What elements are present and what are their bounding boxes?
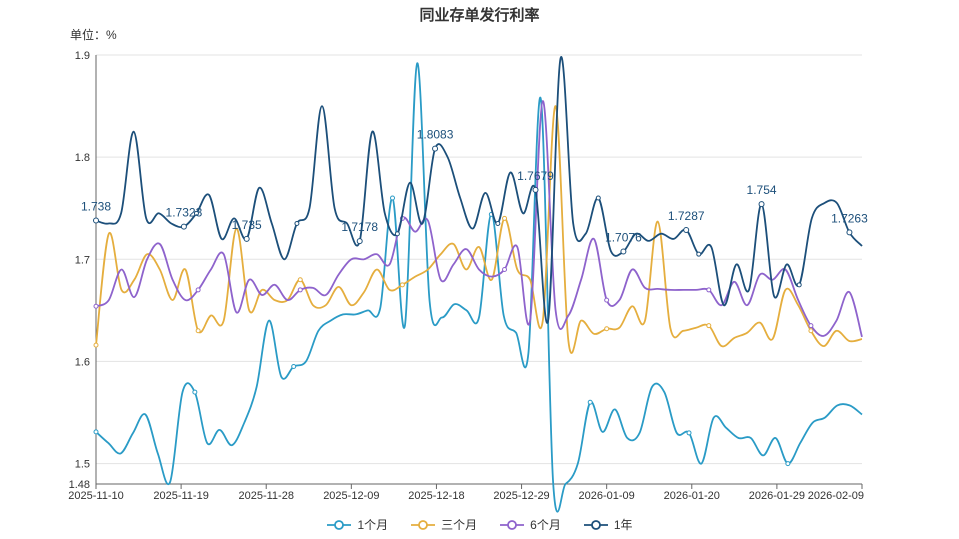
data-point xyxy=(192,389,198,395)
data-point xyxy=(390,195,396,201)
data-point xyxy=(195,328,201,334)
unit-label: 单位：% xyxy=(70,28,117,42)
legend-label: 1个月 xyxy=(357,518,389,532)
data-point xyxy=(195,287,201,293)
x-tick-label: 2026-01-29 xyxy=(749,490,805,502)
chart-title: 同业存单发行利率 xyxy=(419,7,540,24)
legend-item[interactable]: 1年 xyxy=(583,516,633,533)
data-label: 1.7076 xyxy=(605,231,642,245)
data-label: 1.7287 xyxy=(668,209,705,223)
data-label: 1.735 xyxy=(232,218,262,232)
legend-item[interactable]: 6个月 xyxy=(499,516,561,533)
annotation-point xyxy=(758,201,765,208)
legend-line-circle-icon xyxy=(327,519,352,530)
data-label: 1.738 xyxy=(81,199,111,213)
data-point xyxy=(297,287,303,293)
data-point xyxy=(808,328,814,334)
x-tick-label: 2025-11-28 xyxy=(238,490,293,502)
series-line-三个月 xyxy=(95,105,863,354)
data-point xyxy=(495,221,501,227)
data-point xyxy=(291,364,297,370)
data-point xyxy=(93,429,99,435)
data-point xyxy=(399,282,405,288)
annotation-point xyxy=(180,223,187,230)
data-point xyxy=(808,323,814,329)
x-tick-label: 2026-01-09 xyxy=(579,490,635,502)
y-tick-label: 1.6 xyxy=(75,356,90,368)
data-label: 1.7263 xyxy=(831,211,868,225)
data-point xyxy=(604,297,610,303)
legend-item[interactable]: 三个月 xyxy=(410,516,477,533)
x-tick-label: 2026-02-09 xyxy=(808,490,864,502)
data-label: 1.7323 xyxy=(166,206,203,220)
annotation-point xyxy=(532,186,539,193)
y-tick-label: 1.48 xyxy=(69,479,90,491)
annotation-point xyxy=(432,145,439,152)
x-tick-label: 2025-12-29 xyxy=(493,490,549,502)
annotation-point xyxy=(93,217,99,224)
annotation-point xyxy=(620,248,627,255)
x-tick-label: 2025-11-19 xyxy=(153,490,208,502)
data-point xyxy=(595,195,601,201)
data-label: 1.754 xyxy=(747,183,777,197)
data-point xyxy=(193,210,199,216)
annotation-point xyxy=(846,229,853,236)
data-point xyxy=(706,287,712,293)
y-tick-label: 1.5 xyxy=(75,459,90,471)
legend-label: 6个月 xyxy=(530,518,561,532)
y-tick-label: 1.8 xyxy=(75,152,90,164)
legend-label: 三个月 xyxy=(441,518,478,532)
x-tick-label: 2025-12-09 xyxy=(323,490,379,502)
data-point xyxy=(604,326,610,332)
data-label: 1.7679 xyxy=(517,169,554,183)
data-point xyxy=(785,461,791,467)
data-point xyxy=(696,251,702,257)
x-tick-label: 2026-01-20 xyxy=(664,490,720,502)
data-point xyxy=(502,267,508,272)
data-point xyxy=(686,430,692,436)
data-point xyxy=(502,215,508,221)
series-line-6个月 xyxy=(95,100,863,338)
legend-line-circle-icon xyxy=(411,519,436,530)
series-line-1年 xyxy=(95,56,863,324)
legend-label: 1年 xyxy=(613,518,633,532)
legend-line-circle-icon xyxy=(583,519,608,530)
annotation-point xyxy=(243,235,250,242)
y-tick-label: 1.9 xyxy=(75,50,90,62)
legend: 1个月 三个月 6个月 1年 xyxy=(0,516,959,533)
data-label: 1.7178 xyxy=(341,220,378,234)
data-point xyxy=(587,399,593,405)
x-tick-label: 2025-12-18 xyxy=(408,490,464,502)
data-point xyxy=(93,303,99,309)
data-point xyxy=(93,342,99,348)
data-point xyxy=(294,221,300,227)
data-point xyxy=(796,282,802,288)
data-point xyxy=(706,323,712,329)
x-tick-label: 2025-11-10 xyxy=(68,490,123,502)
legend-line-circle-icon xyxy=(500,519,525,530)
data-point xyxy=(394,231,400,237)
data-label: 1.8083 xyxy=(417,128,454,142)
series-line-1个月 xyxy=(95,62,863,513)
annotation-point xyxy=(356,238,363,245)
data-point xyxy=(297,277,303,283)
annotation-point xyxy=(683,226,690,233)
legend-item[interactable]: 1个月 xyxy=(326,516,388,533)
y-tick-label: 1.7 xyxy=(75,254,90,266)
